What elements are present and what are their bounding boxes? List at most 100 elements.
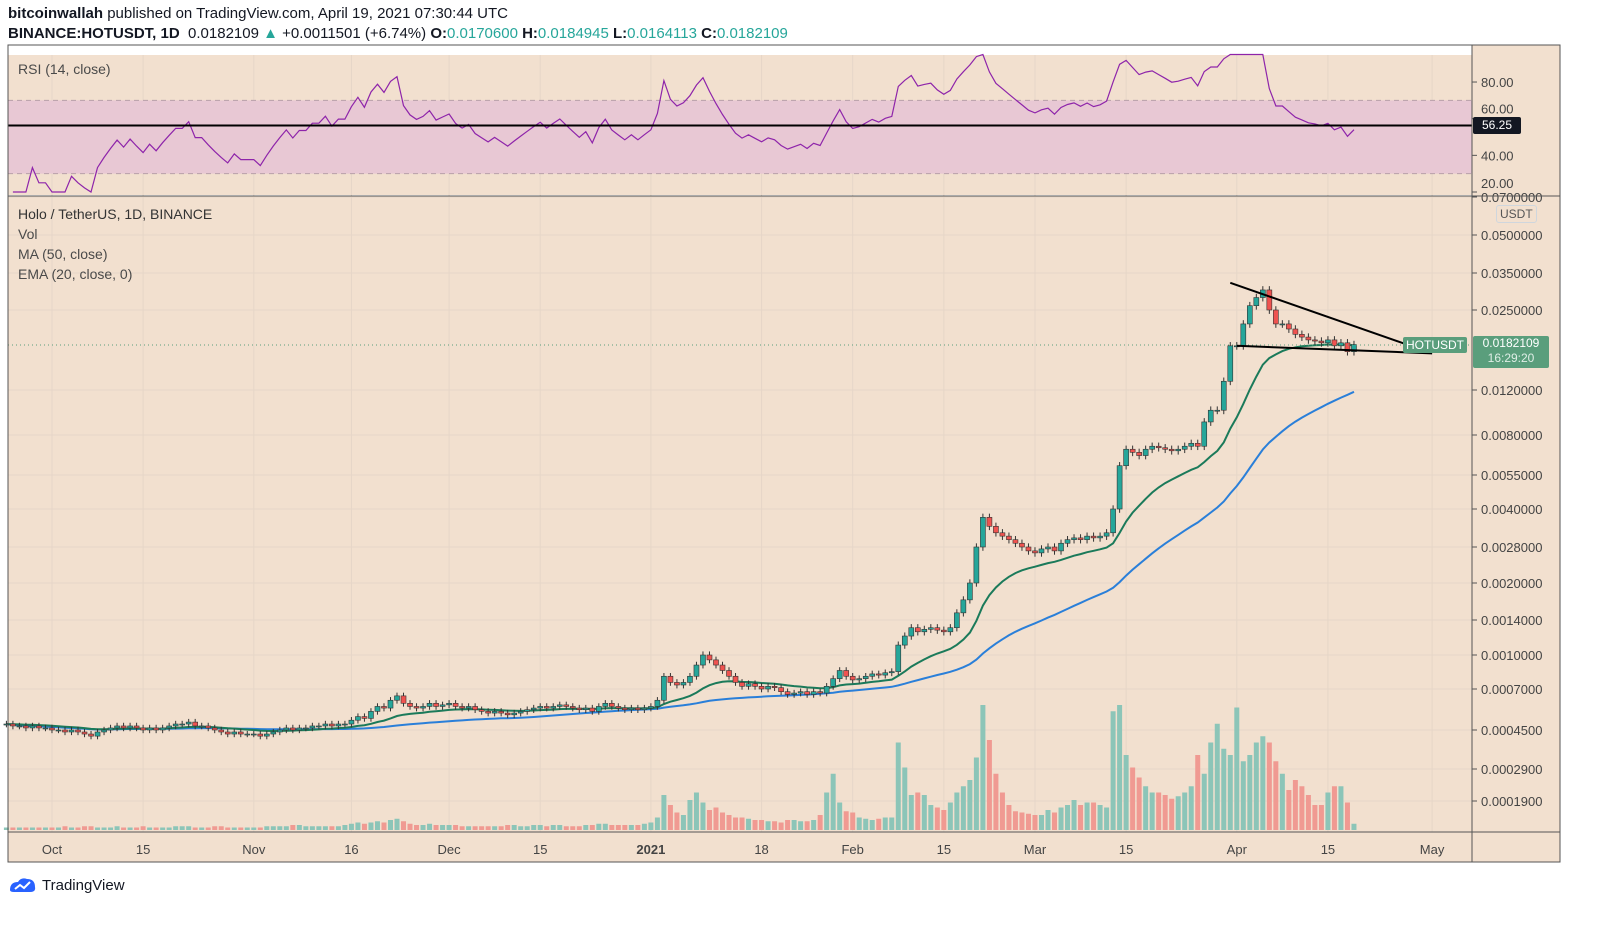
candle-body [3,723,10,726]
candle [374,703,381,715]
volume-bar [967,780,973,830]
volume-bar [654,817,660,830]
candle [335,720,342,730]
candle-body [498,711,504,714]
candle [947,624,954,636]
volume-bar [1078,805,1084,830]
volume-bar [492,826,498,830]
candle-body [778,687,784,692]
candle-body [556,704,563,707]
candle-body [1162,447,1168,450]
low-value: 0.0164113 [627,25,697,42]
candle-body [94,731,101,737]
volume-bar [811,820,817,830]
volume-bar [42,827,48,830]
volume-bar [1279,773,1285,830]
candle-body [1318,340,1325,344]
candle [862,672,869,683]
candle [1038,545,1045,557]
candle [355,713,361,724]
volume-bar [518,826,524,830]
candle-body [993,526,999,534]
volume-bar [1351,823,1357,830]
candle [1273,306,1279,328]
volume-bar [746,818,752,830]
candle [205,722,212,732]
x-tick-label: 2021 [636,842,665,857]
volume-bar [381,822,387,830]
volume-bar [277,826,283,830]
open-value: 0.0170600 [447,25,518,42]
candle-body [10,723,16,727]
last-price: 0.0182109 [188,25,259,42]
volume-bar [1117,705,1123,830]
price-change: +0.0011501 (+6.74%) [282,25,427,42]
volume-bar [1143,786,1149,830]
volume-bar [843,811,849,830]
volume-bar [726,815,732,830]
volume-bar [1338,786,1344,830]
candle [589,704,596,715]
volume-bar [700,802,706,830]
candle [1305,333,1312,344]
volume-bar [1123,755,1129,830]
volume-bar [557,825,563,830]
candle-body [1142,448,1149,456]
candle-body [1077,537,1084,540]
volume-bar [453,825,459,830]
candle-body [986,517,993,527]
candle-body [446,703,452,706]
candle [23,722,29,732]
low-label: L: [612,25,628,42]
candle [615,703,622,712]
candle-body [1181,445,1188,450]
candle [29,722,36,732]
volume-bar [394,818,400,830]
candle [1051,543,1058,555]
candle-body [687,675,693,683]
volume-bar [368,822,374,830]
volume-bar [999,792,1005,830]
volume-bar [342,825,348,830]
candle [166,722,172,732]
candle [1012,535,1019,548]
volume-bar [1305,795,1311,830]
candle-body [244,733,251,736]
candle [732,672,739,686]
candle-body [1279,323,1286,326]
price-pane-bg [8,197,1472,832]
candle-body [504,712,511,716]
candle [1071,534,1077,544]
rsi-level-tag: 56.25 [1473,117,1521,134]
candle [1331,336,1338,350]
currency-label[interactable]: USDT [1496,205,1537,223]
published-text: published on TradingView.com, April 19, … [107,5,508,22]
candle [1123,445,1129,470]
open-label: O: [430,25,447,42]
author[interactable]: bitcoinwallah [8,5,104,22]
candle-body [465,706,472,709]
volume-bar [765,821,771,830]
candle [1181,442,1188,454]
volume-bar [212,826,218,830]
volume-bar [114,826,120,830]
candle [739,679,745,690]
candle [459,703,465,712]
candle [10,720,16,730]
candle [485,708,491,717]
candle-body [485,711,491,714]
volume-bar [902,767,908,830]
volume-bar [596,823,602,830]
volume-bar [153,827,159,830]
volume-bar [459,826,465,830]
volume-bar [348,823,354,830]
volume-bar [869,820,875,830]
candle [49,724,55,734]
candle-body [146,727,153,731]
candle [641,704,648,714]
candle [270,728,277,738]
candle-body [973,546,980,584]
candle [277,726,283,736]
candle-body [980,517,986,548]
